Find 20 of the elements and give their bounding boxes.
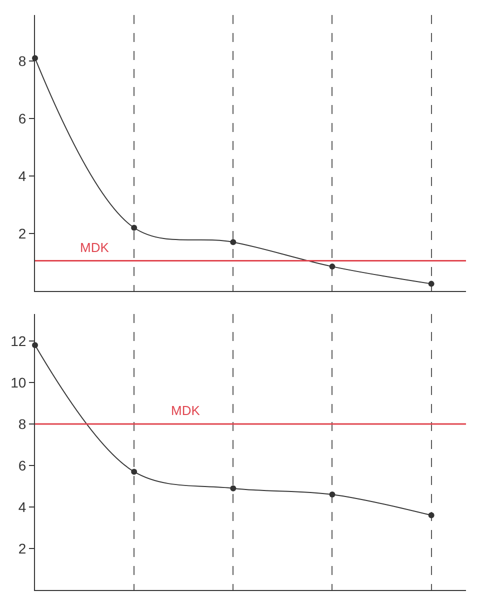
point bbox=[131, 224, 138, 231]
y-tick-label: 2 bbox=[18, 540, 26, 556]
y-tick-label: 12 bbox=[10, 332, 26, 349]
y-tick-label: 6 bbox=[18, 110, 26, 126]
point bbox=[230, 485, 236, 492]
point bbox=[329, 492, 336, 498]
y-tick-label: 6 bbox=[18, 457, 26, 474]
y-tick-label: 8 bbox=[18, 416, 26, 432]
point bbox=[428, 512, 434, 518]
y-tick-label: 4 bbox=[18, 168, 26, 184]
y-tick-label: 4 bbox=[18, 498, 26, 515]
y-tick-label: 8 bbox=[18, 52, 26, 69]
point bbox=[131, 468, 138, 475]
point bbox=[329, 264, 336, 270]
point bbox=[428, 280, 434, 287]
y-tick-label: 2 bbox=[18, 225, 26, 242]
point bbox=[230, 239, 236, 246]
y-tick-label: 10 bbox=[10, 374, 26, 390]
ref-line-label: MDK bbox=[80, 240, 110, 255]
ref-line-label: MDK bbox=[171, 403, 200, 418]
